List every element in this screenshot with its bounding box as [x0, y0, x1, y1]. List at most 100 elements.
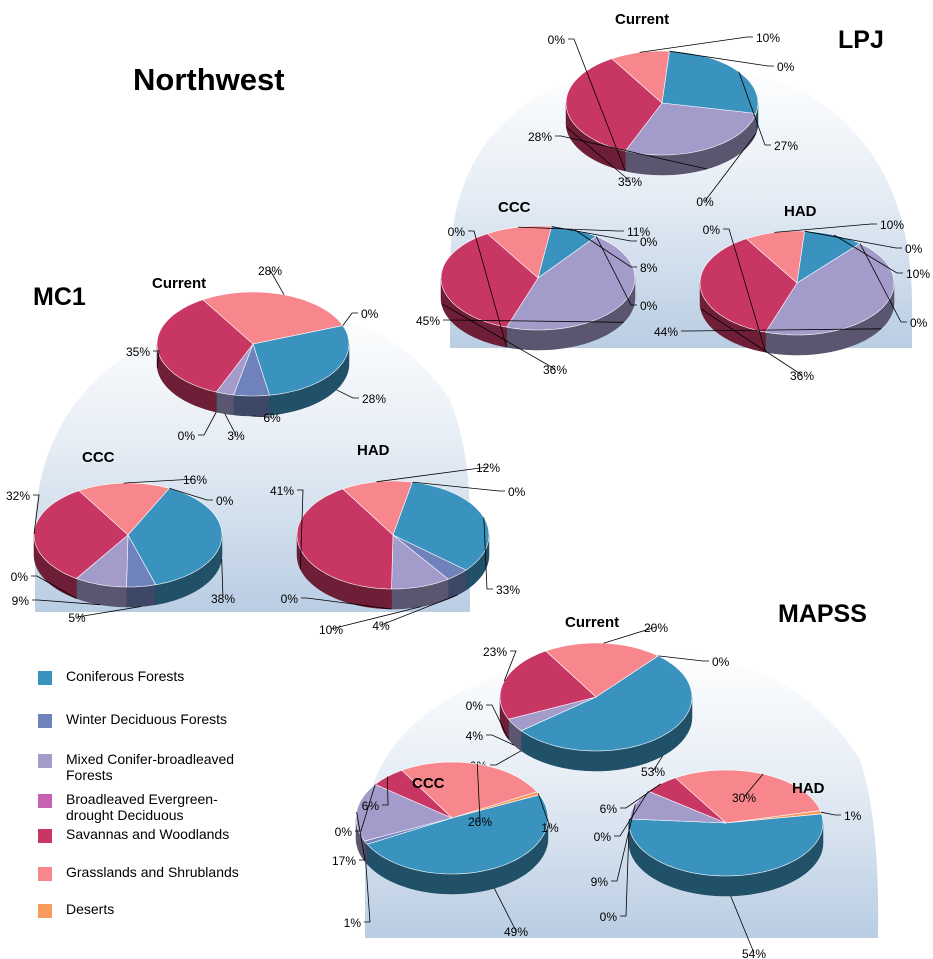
data-label-broadleaved-evergreen-drought-deciduous: 0%	[335, 825, 353, 839]
label-leader-line	[443, 319, 624, 323]
data-label-deserts: 0%	[905, 242, 923, 256]
data-label-grasslands-and-shrublands: 28%	[258, 264, 282, 278]
label-leader-line	[356, 811, 366, 861]
label-leader-line	[859, 243, 907, 323]
label-leader-line	[380, 594, 458, 626]
pie-title: CCC	[82, 449, 115, 466]
data-label-savannas-and-woodlands: 35%	[618, 175, 642, 189]
data-label-broadleaved-evergreen-drought-deciduous: 0%	[178, 429, 196, 443]
label-leader-line	[774, 223, 877, 233]
pie-lpj-current: Current 10% 0% 27% 0% 28% 0% 35%	[528, 11, 798, 209]
data-label-mixed-conifer-broadleaved-forests: 9%	[12, 594, 30, 608]
pie-title: CCC	[412, 775, 445, 792]
data-label-grasslands-and-shrublands: 11%	[627, 225, 650, 239]
pie-slice-coniferous-forests	[127, 487, 223, 586]
legend-label: Deserts	[66, 901, 115, 917]
data-label-coniferous-forests: 54%	[742, 947, 766, 959]
data-label-savannas-and-woodlands: 36%	[790, 369, 814, 383]
legend-label: Coniferous Forests	[66, 668, 185, 684]
pie-title: Current	[152, 275, 206, 292]
label-leader-line	[33, 494, 40, 535]
label-leader-line	[611, 804, 636, 882]
label-leader-line	[251, 415, 273, 418]
label-leader-line	[833, 234, 903, 274]
label-leader-line	[336, 389, 359, 399]
label-leader-line	[603, 626, 657, 644]
pie-title: CCC	[498, 199, 531, 216]
data-label-grasslands-and-shrublands: 20%	[644, 621, 668, 635]
label-leader-line	[555, 135, 707, 170]
data-label-broadleaved-evergreen-drought-deciduous: 0%	[466, 699, 484, 713]
label-leader-line	[614, 790, 649, 837]
label-leader-line	[551, 226, 637, 242]
data-label-savannas-and-woodlands: 32%	[6, 489, 30, 503]
data-label-coniferous-forests: 33%	[496, 583, 520, 597]
data-label-winter-deciduous-forests: 5%	[68, 611, 86, 625]
data-label-winter-deciduous-forests: 0%	[910, 316, 928, 330]
legend-item-winter-deciduous: Winter Deciduous Forests	[38, 711, 276, 728]
pie-slice-savannas-and-woodlands	[440, 233, 539, 328]
data-label-savannas-and-woodlands: 41%	[270, 484, 294, 498]
data-label-winter-deciduous-forests: 0%	[640, 299, 658, 313]
data-label-grasslands-and-shrublands: 30%	[732, 791, 756, 805]
pie-slice-coniferous-forests	[252, 325, 350, 396]
label-leader-line	[476, 763, 481, 822]
pie-title: Current	[565, 614, 619, 631]
label-leader-line	[441, 303, 556, 370]
label-leader-line	[566, 126, 631, 182]
pie-side-winter-deciduous-forests	[126, 584, 156, 608]
label-leader-line	[568, 38, 626, 172]
pie-side-winter-deciduous-forests	[364, 840, 368, 865]
legend-swatch	[38, 904, 52, 918]
pie-slice-grasslands-and-shrublands	[611, 50, 670, 104]
data-label-coniferous-forests: 27%	[774, 139, 798, 153]
data-label-deserts: 1%	[844, 809, 862, 823]
pie-title: HAD	[792, 780, 825, 797]
data-label-winter-deciduous-forests: 4%	[372, 619, 390, 633]
pie-slice-mixed-conifer-broadleaved-forests	[624, 102, 757, 156]
pie-slice-winter-deciduous-forests	[126, 533, 157, 588]
label-leader-line	[574, 229, 637, 268]
label-leader-line	[704, 133, 757, 202]
label-leader-line	[537, 793, 551, 828]
pie-slice-coniferous-forests	[537, 226, 597, 279]
label-leader-line	[503, 650, 517, 682]
page-title: Northwest	[133, 62, 285, 97]
label-leader-line	[31, 575, 77, 599]
legend-swatch	[38, 754, 52, 768]
data-label-savannas-and-woodlands: 35%	[126, 345, 150, 359]
data-label-mixed-conifer-broadleaved-forests: 4%	[466, 729, 484, 743]
legend-item-coniferous: Coniferous Forests	[38, 668, 276, 685]
data-label-deserts: 0%	[361, 307, 379, 321]
data-label-mixed-conifer-broadleaved-forests: 45%	[416, 314, 440, 328]
legend-label: Winter Deciduous Forests	[66, 711, 228, 727]
pie-slice-mixed-conifer-broadleaved-forests	[507, 696, 597, 732]
pie-slice-winter-deciduous-forests	[233, 343, 270, 397]
label-leader-line	[486, 734, 515, 746]
label-leader-line	[486, 704, 509, 740]
data-label-deserts: 0%	[712, 655, 730, 669]
pie-slice-savannas-and-woodlands	[565, 58, 663, 152]
data-label-mixed-conifer-broadleaved-forests: 3%	[227, 429, 245, 443]
legend-label: Savannas and Woodlands	[66, 826, 230, 842]
data-label-deserts: 1%	[541, 821, 559, 835]
label-leader-line	[468, 230, 507, 348]
pie-slice-savannas-and-woodlands	[296, 488, 394, 590]
label-leader-line	[700, 308, 803, 376]
data-label-deserts: 0%	[777, 60, 795, 74]
data-label-coniferous-forests: 28%	[362, 392, 386, 406]
label-leader-line	[382, 776, 389, 806]
label-leader-line	[355, 784, 376, 832]
data-label-broadleaved-evergreen-drought-deciduous: 0%	[11, 570, 29, 584]
label-leader-line	[620, 783, 661, 809]
data-label-mixed-conifer-broadleaved-forests: 44%	[654, 325, 678, 339]
data-label-deserts: 0%	[508, 485, 526, 499]
data-label-grasslands-and-shrublands: 26%	[468, 815, 492, 829]
label-leader-line	[221, 559, 224, 599]
data-label-mixed-conifer-broadleaved-forests: 9%	[591, 875, 609, 889]
data-label-grasslands-and-shrublands: 10%	[880, 218, 904, 232]
label-leader-line	[153, 350, 160, 369]
label-leader-line	[493, 888, 517, 932]
